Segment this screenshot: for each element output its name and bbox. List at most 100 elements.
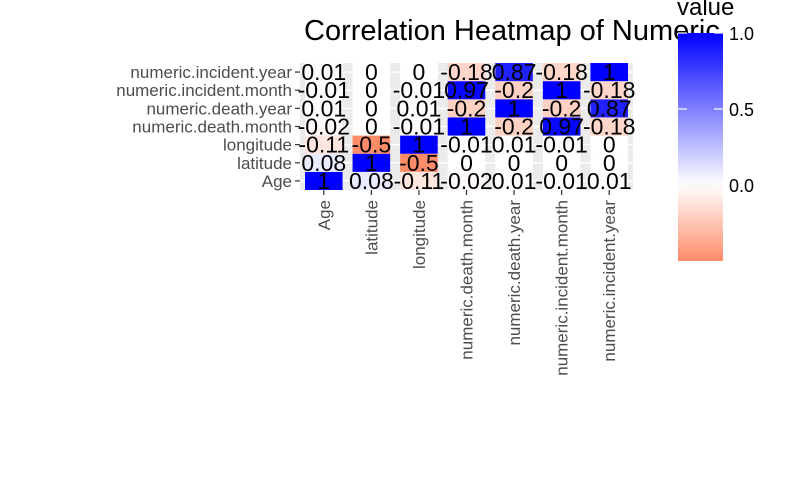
y-tick-label: numeric.incident.month [116, 81, 292, 100]
cell-value-label: -0.18 [440, 59, 492, 85]
heatmap-cell [400, 171, 438, 190]
legend-color-bar [678, 33, 723, 261]
heatmap-cell [305, 135, 343, 154]
cell-value-label: 0 [413, 59, 426, 85]
cell-value-label: -0.01 [393, 77, 445, 103]
cell-value-label: 0 [365, 95, 378, 121]
heatmap-cell [542, 63, 581, 82]
x-tick-label: Age [315, 200, 334, 230]
heatmap-cell [542, 135, 581, 154]
y-tick-label: numeric.death.month [132, 118, 292, 137]
cell-value-label: 1 [413, 132, 426, 158]
heatmap-cell [590, 153, 628, 172]
heatmap-cell [447, 117, 486, 136]
heatmap-cells [305, 63, 628, 190]
heatmap-cell [352, 153, 391, 172]
cell-value-label: 1 [460, 114, 473, 140]
color-legend: value 0.0 0.5 1.0 [677, 0, 754, 261]
heatmap-cell [542, 153, 581, 172]
heatmap-cell [305, 81, 343, 100]
cell-value-label: 0.01 [492, 168, 537, 194]
cell-value-label: -0.18 [535, 59, 587, 85]
cell-value-label: -0.01 [393, 114, 445, 140]
y-tick-label: numeric.death.year [146, 99, 292, 118]
heatmap-cell [447, 171, 486, 190]
cell-value-label: 0.01 [492, 132, 537, 158]
heatmap-cell [400, 81, 438, 100]
cell-value-label: -0.2 [494, 114, 534, 140]
cell-value-label: -0.01 [298, 77, 350, 103]
heatmap-cell [542, 99, 581, 118]
cell-value-label: -0.2 [447, 95, 487, 121]
heatmap-cell [590, 81, 628, 100]
cell-value-label: 0.97 [444, 77, 489, 103]
cell-value-label: -0.11 [298, 132, 349, 158]
cell-value-label: -0.01 [535, 168, 587, 194]
cell-value-label: 0 [365, 59, 378, 85]
heatmap-cell [495, 81, 533, 100]
cell-value-label: -0.01 [440, 132, 492, 158]
cell-value-label: 0.01 [301, 59, 346, 85]
cell-value-label: 0 [603, 150, 616, 176]
cell-value-label: 0.97 [539, 114, 584, 140]
heatmap-cell [495, 171, 533, 190]
heatmap-cell [447, 99, 486, 118]
cell-value-label: -0.02 [440, 168, 492, 194]
cell-value-label: -0.2 [494, 77, 534, 103]
heatmap-cell [352, 99, 391, 118]
cell-value-label: 1 [508, 95, 521, 121]
heatmap-cell [590, 117, 628, 136]
heatmap-cell [590, 99, 628, 118]
cell-value-label: 1 [365, 150, 378, 176]
cell-value-label: 0.08 [349, 168, 394, 194]
heatmap-cell [495, 63, 533, 82]
heatmap-cell [542, 171, 581, 190]
heatmap-cell [542, 117, 581, 136]
cell-value-label: 1 [603, 59, 616, 85]
heatmap-cell [305, 153, 343, 172]
cell-value-label: 0.01 [397, 95, 442, 121]
heatmap-cell [305, 171, 343, 190]
heatmap-cell [590, 171, 628, 190]
heatmap-cell [447, 135, 486, 154]
x-tick-label: numeric.death.month [458, 200, 477, 360]
heatmap-cell [352, 135, 391, 154]
cell-value-label: 0 [603, 132, 616, 158]
cell-value-label: -0.01 [535, 132, 587, 158]
heatmap-cell [305, 117, 343, 136]
chart-title: Correlation Heatmap of Numeric [304, 15, 720, 47]
cell-value-label: -0.11 [394, 168, 445, 194]
x-axis: Age latitude longitude numeric.death.month n… [315, 190, 619, 376]
heatmap-cell [305, 63, 343, 82]
heatmap-cell [305, 99, 343, 118]
x-tick-label: numeric.incident.year [600, 200, 619, 362]
heatmap-cell [447, 153, 486, 172]
legend-tick-label: 0.5 [729, 100, 754, 120]
x-tick-label: numeric.death.year [505, 200, 524, 346]
x-tick-label: numeric.incident.month [553, 200, 572, 376]
heatmap-cell [352, 81, 391, 100]
heatmap-cell [495, 99, 533, 118]
y-axis: Agelatitudelongitudenumeric.death.monthn… [116, 63, 300, 191]
heatmap-cell [400, 99, 438, 118]
y-tick-label: Age [262, 172, 292, 191]
cell-value-label: -0.5 [352, 132, 392, 158]
heatmap-cell [400, 135, 438, 154]
heatmap-cell [352, 117, 391, 136]
heatmap-cell [495, 117, 533, 136]
legend-title: value [677, 0, 734, 21]
legend-tick-label: 0.0 [729, 176, 754, 196]
cell-value-label: -0.2 [542, 95, 582, 121]
cell-value-label: 1 [555, 77, 568, 103]
cell-value-label: 0.08 [301, 150, 346, 176]
heatmap-cell [447, 81, 486, 100]
heatmap-cell [400, 153, 438, 172]
cell-value-label: 0.87 [492, 59, 537, 85]
cell-value-label: 0.87 [587, 95, 632, 121]
cell-value-label: 0 [508, 150, 521, 176]
heatmap-cell [352, 63, 391, 82]
cell-value-label: 0 [460, 150, 473, 176]
cell-value-label: 0 [365, 77, 378, 103]
cell-value-label: 0 [365, 114, 378, 140]
